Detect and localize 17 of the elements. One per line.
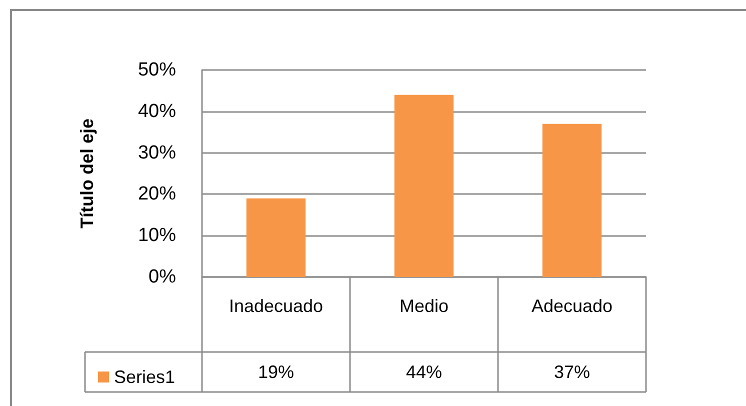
bar xyxy=(394,94,454,277)
y-tick-label: 30% xyxy=(138,142,176,164)
y-tick-label: 40% xyxy=(138,100,176,122)
x-tick-label: Inadecuado xyxy=(228,296,324,316)
y-tick-label: 50% xyxy=(138,60,176,80)
data-label: 44% xyxy=(406,362,442,382)
y-tick-label: 0% xyxy=(148,266,176,288)
legend-label: Series1 xyxy=(114,367,176,387)
bar xyxy=(542,124,602,277)
data-label: 37% xyxy=(554,362,590,382)
y-axis-title: Título del eje xyxy=(77,118,97,229)
bar xyxy=(246,198,306,277)
y-tick-label: 20% xyxy=(138,184,176,205)
y-tick-label: 10% xyxy=(138,225,176,246)
x-tick-label: Adecuado xyxy=(531,296,613,316)
data-label: 19% xyxy=(258,362,294,382)
x-tick-label: Medio xyxy=(399,296,449,316)
